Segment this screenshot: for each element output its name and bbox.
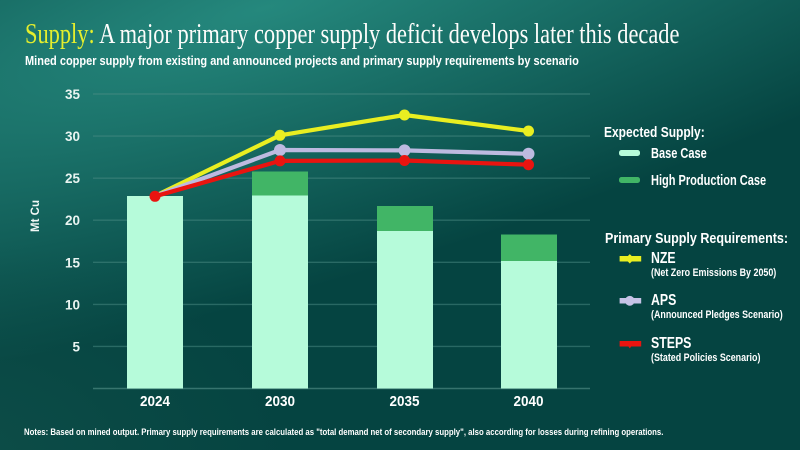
svg-text:Mt Cu: Mt Cu xyxy=(30,200,42,232)
svg-text:15: 15 xyxy=(65,255,81,270)
svg-text:30: 30 xyxy=(65,129,80,144)
svg-text:2040: 2040 xyxy=(514,393,544,410)
svg-text:10: 10 xyxy=(65,297,80,312)
svg-text:25: 25 xyxy=(65,171,81,186)
svg-text:2035: 2035 xyxy=(390,393,420,410)
svg-text:35: 35 xyxy=(65,87,81,102)
svg-text:2024: 2024 xyxy=(140,393,171,410)
svg-text:20: 20 xyxy=(65,213,80,228)
svg-text:5: 5 xyxy=(72,339,80,354)
svg-text:2030: 2030 xyxy=(265,393,295,410)
